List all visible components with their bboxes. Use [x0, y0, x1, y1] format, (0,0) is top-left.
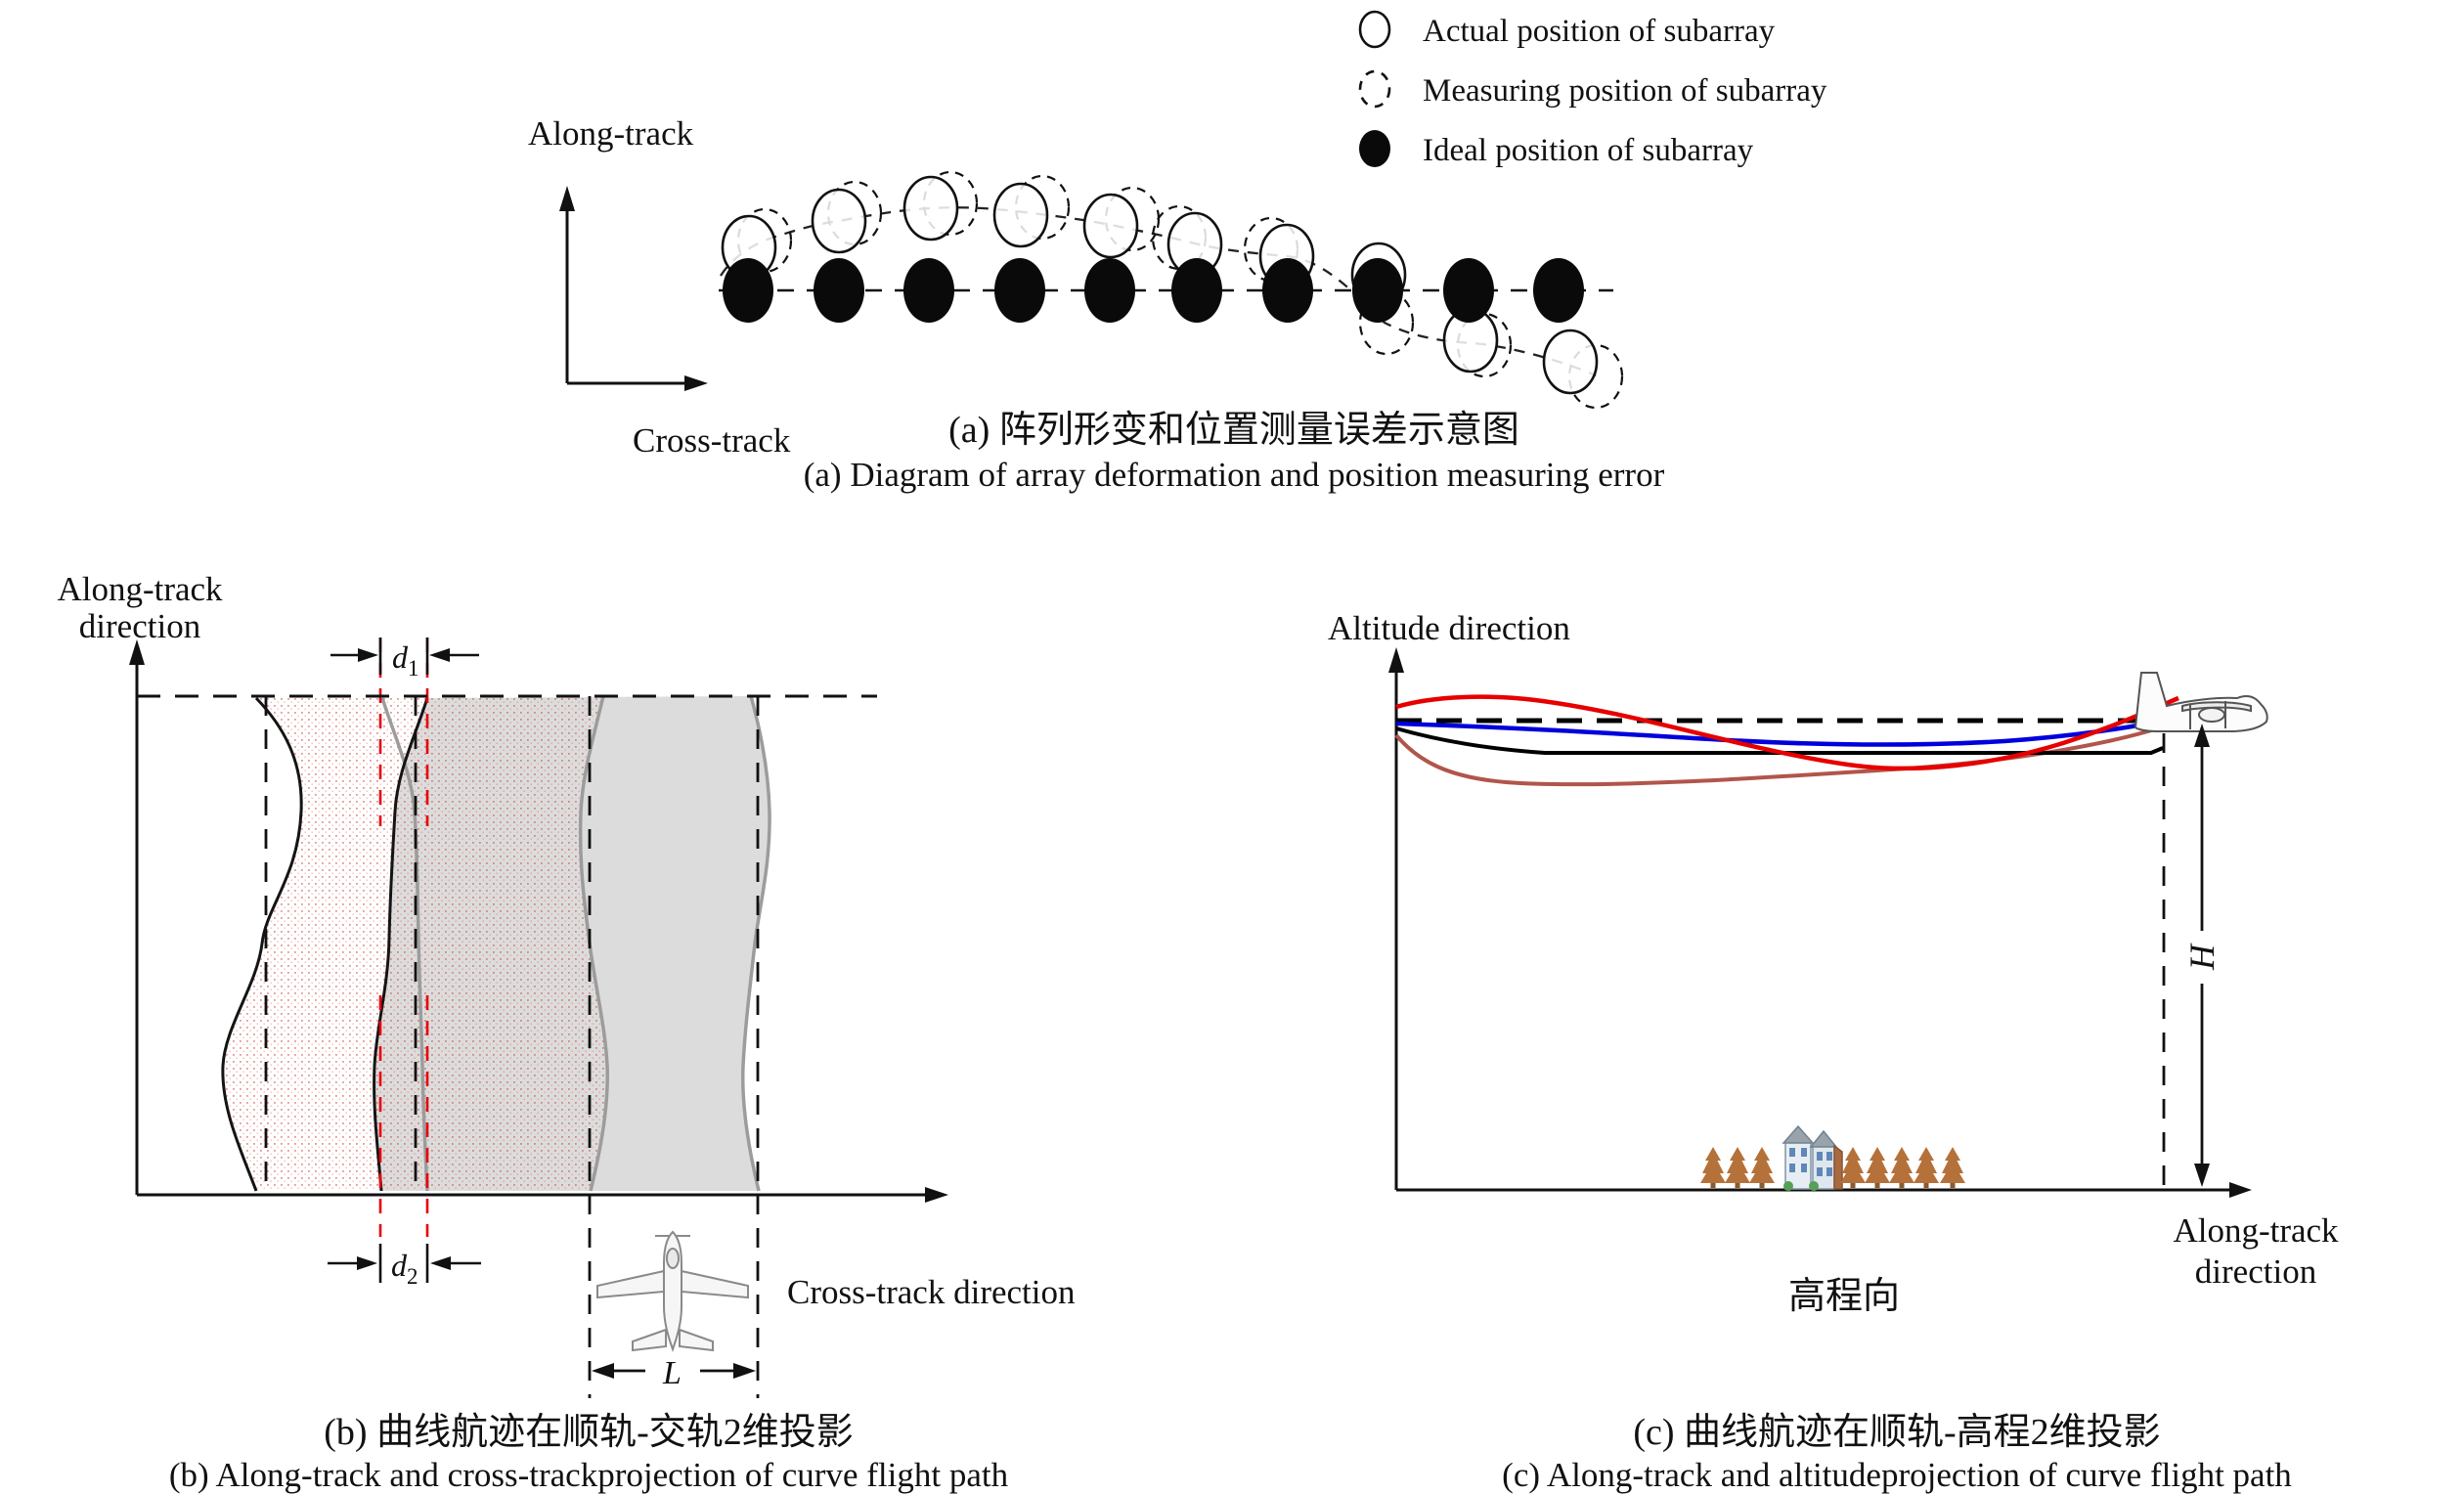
fig-a-cross-track-label: Cross-track: [633, 421, 791, 460]
legend-dashed-circle-icon: [1358, 69, 1391, 109]
swath-boundaries-black: [221, 696, 429, 1192]
fig-b-caption-en: (b) Along-track and cross-trackprojectio…: [169, 1456, 1009, 1494]
fig-a-axes: [559, 186, 708, 391]
d1-dimension: [330, 637, 479, 675]
fig-b-cross-track-label: Cross-track direction: [787, 1273, 1076, 1311]
fig-b-along-track-label-line1: Along-track: [57, 570, 223, 608]
fig-a-caption-zh: (a) 阵列形变和位置测量误差示意图: [948, 410, 1519, 451]
height-dimension: [2194, 724, 2210, 1187]
legend: Actual position of subarray Measuring po…: [1358, 10, 1827, 168]
d2-dimension: [328, 1244, 481, 1283]
buildings-icon: [1782, 1124, 1843, 1191]
tree-icon: [1700, 1147, 1726, 1188]
ideal-dot: [1443, 258, 1494, 323]
measuring-path: [720, 206, 1597, 377]
fig-c: H: [1328, 609, 2339, 1494]
tree-icon: [1840, 1147, 1866, 1188]
legend-item-label: Ideal position of subarray: [1423, 133, 1754, 168]
fig-b: d1 d2 L: [57, 570, 1075, 1494]
d2-label: d2: [391, 1248, 418, 1289]
fig-b-caption-zh: (b) 曲线航迹在顺轨-交轨2维投影: [324, 1412, 853, 1453]
ideal-dot: [814, 258, 864, 323]
fig-a: Along-track Cross-track: [528, 114, 1665, 494]
fig-c-along-track-label-line1: Along-track: [2173, 1211, 2339, 1250]
fig-c-altitude-label: Altitude direction: [1328, 609, 1570, 647]
tree-icon: [1914, 1147, 1939, 1188]
legend-filled-circle-icon: [1359, 130, 1390, 167]
fig-c-along-track-label-line2: direction: [2195, 1252, 2316, 1291]
fig-a-caption-en: (a) Diagram of array deformation and pos…: [804, 456, 1665, 494]
flight-path-curves: [1394, 694, 2179, 787]
ideal-subarray-dots: [723, 258, 1584, 323]
fig-c-caption-zh: (c) 曲线航迹在顺轨-高程2维投影: [1633, 1412, 2160, 1453]
ground-scene: [1700, 1124, 1965, 1191]
legend-item-label: Actual position of subarray: [1423, 14, 1776, 49]
tree-icon: [1889, 1147, 1914, 1188]
d1-label-sub: 1: [408, 656, 419, 681]
d1-label-main: d: [392, 639, 409, 675]
ideal-dot: [994, 258, 1045, 323]
airplane-top-view-icon: [596, 1230, 749, 1352]
flight-curve-red: [1395, 694, 2179, 771]
ideal-dot: [1171, 258, 1222, 323]
ideal-dot: [723, 258, 773, 323]
flight-curve-black: [1395, 726, 2164, 755]
fig-a-along-track-label: Along-track: [528, 114, 694, 153]
fig-c-caption-en: (c) Along-track and altitudeprojection o…: [1502, 1456, 2292, 1494]
fig-c-ground-label: 高程向: [1788, 1276, 1900, 1317]
legend-item-label: Measuring position of subarray: [1423, 73, 1827, 109]
ideal-dot: [903, 258, 954, 323]
tree-icon: [1865, 1147, 1890, 1188]
flight-curve-blue: [1395, 717, 2170, 747]
swath-width-label: L: [662, 1355, 682, 1391]
tree-icon: [1725, 1147, 1750, 1188]
ideal-dot: [1262, 258, 1313, 323]
d2-label-sub: 2: [407, 1264, 418, 1289]
d2-label-main: d: [391, 1248, 408, 1283]
fig-b-axes: [129, 639, 948, 1203]
swath-width-dimension: [592, 1363, 756, 1379]
tree-icon: [1749, 1147, 1775, 1188]
ideal-dot: [1533, 258, 1584, 323]
fig-b-along-track-label-line2: direction: [79, 607, 200, 645]
height-label: H: [2182, 943, 2222, 971]
ideal-dot: [1084, 258, 1135, 323]
ideal-dot: [1352, 258, 1403, 323]
airplane-side-view-icon: [2134, 672, 2268, 732]
d1-label: d1: [392, 639, 419, 681]
tree-icon: [1940, 1147, 1965, 1188]
ideal-swath-boundaries: [264, 696, 760, 1398]
legend-open-circle-icon: [1358, 10, 1391, 49]
